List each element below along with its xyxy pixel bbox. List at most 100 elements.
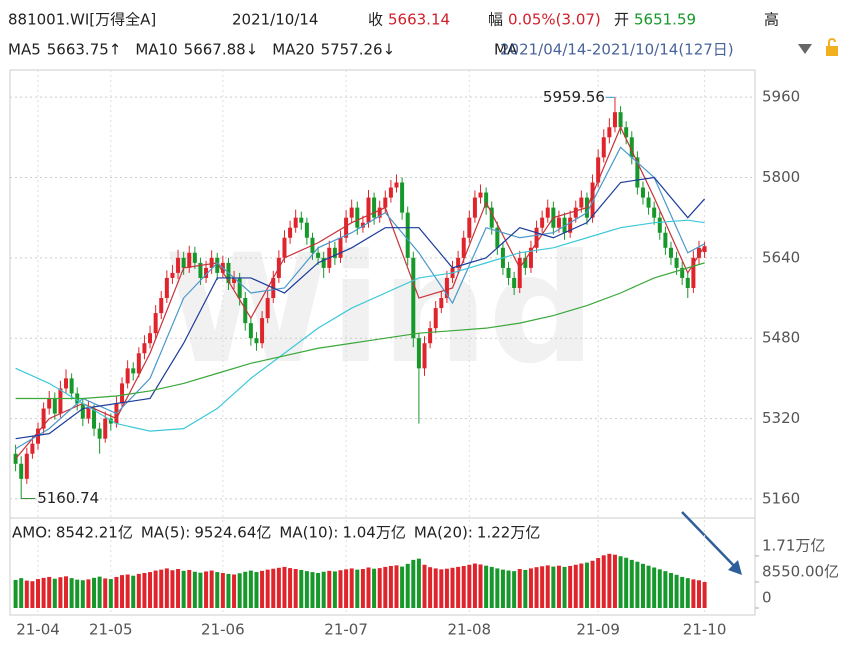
x-tick-label: 21-05: [89, 621, 133, 639]
candle-body: [304, 222, 309, 238]
ma-line: [15, 125, 706, 460]
volume-bar: [52, 578, 57, 608]
volume-bar: [30, 581, 35, 608]
candle-body: [142, 343, 147, 354]
volume-bar: [444, 568, 449, 608]
candle-body: [467, 217, 472, 238]
candle-body: [24, 453, 29, 479]
candle-body: [349, 207, 354, 218]
candle-body: [344, 217, 349, 238]
candle-body: [456, 257, 461, 268]
candle-body: [164, 277, 169, 299]
lock-body: [826, 46, 838, 56]
volume-bar: [400, 566, 405, 608]
volume-bar: [80, 580, 85, 608]
volume-bar: [338, 570, 343, 608]
candle-body: [506, 267, 511, 278]
candle-body: [360, 222, 365, 228]
candle-body: [439, 298, 444, 309]
code: 881001.WI[万得全A]: [8, 11, 156, 29]
x-tick-label: 21-04: [16, 621, 60, 639]
candle-body: [607, 127, 612, 138]
candle-body: [646, 197, 651, 208]
x-tick-label: 21-09: [576, 621, 620, 639]
candle-body: [433, 308, 438, 329]
candle-body: [484, 192, 489, 208]
ma-line: [15, 146, 705, 450]
x-tick-label: 21-10: [683, 621, 727, 639]
candle-body: [383, 197, 388, 208]
candle-body: [92, 408, 97, 429]
candle-body: [680, 267, 685, 278]
volume-bar: [685, 578, 690, 608]
candle-body: [187, 252, 192, 268]
candle-body: [400, 182, 405, 213]
volume-bar: [215, 572, 220, 608]
volume-bar: [405, 563, 410, 608]
candle-body: [495, 227, 500, 248]
candle-body: [153, 313, 158, 334]
candle-body: [52, 398, 57, 414]
candle-body: [192, 252, 197, 263]
candle-body: [691, 257, 696, 288]
volume-bar: [411, 559, 416, 608]
range: 2021/04/14-2021/10/14(127日): [500, 41, 734, 59]
x-tick-label: 21-06: [201, 621, 245, 639]
lock-icon[interactable]: [826, 38, 838, 56]
stat-name: MA(20):: [414, 524, 473, 542]
volume-bar: [248, 570, 253, 608]
candle-body: [254, 338, 259, 344]
candle-body: [478, 192, 483, 198]
volume-bar: [461, 565, 466, 608]
volume-bar: [674, 574, 679, 608]
y-tick-label: 5960: [762, 88, 800, 106]
volume-bar: [254, 572, 259, 608]
volume-bar: [573, 564, 578, 608]
volume-bar: [489, 566, 494, 608]
stat-value: 9524.64亿: [194, 524, 271, 542]
y-tick-label: 5640: [762, 248, 800, 266]
volume-bar: [192, 571, 197, 608]
volume-bar: [484, 565, 489, 608]
dropdown-arrow[interactable]: [798, 44, 812, 54]
candle-body: [523, 257, 528, 268]
candle-body: [30, 443, 35, 454]
candle-body: [232, 277, 237, 283]
candle-body: [388, 187, 393, 198]
volume-bar: [327, 570, 332, 608]
volume-bar: [64, 576, 69, 608]
volume-bar: [467, 564, 472, 608]
volume-bar: [691, 579, 696, 608]
volume-bar: [696, 580, 701, 608]
volume-bar: [635, 561, 640, 608]
candle-body: [590, 182, 595, 218]
volume-bar: [394, 565, 399, 608]
volume-bar: [310, 572, 315, 608]
volume-bar: [540, 566, 545, 608]
volume-bar: [288, 568, 293, 608]
volume-bar: [304, 571, 309, 608]
y-tick-label: 8550.00亿: [762, 562, 839, 580]
volume-bar: [495, 568, 500, 608]
volume-bar: [299, 569, 304, 608]
candle-body: [181, 257, 186, 268]
volume-bar: [181, 570, 186, 608]
volume-bar: [321, 571, 326, 608]
candle-body: [472, 197, 477, 218]
volume-bar: [596, 558, 601, 608]
volume-bar: [97, 576, 102, 608]
candle-body: [663, 232, 668, 248]
high-label: 5959.56: [543, 88, 605, 106]
legend-value: 5663.75↑: [47, 41, 122, 59]
volume-bar: [237, 573, 242, 608]
volume-bar: [568, 565, 573, 608]
volume-bar: [209, 570, 214, 608]
frame: [9, 69, 756, 616]
volume-bar: [590, 560, 595, 608]
stat-name: MA(5):: [141, 524, 191, 542]
candle-body: [332, 247, 337, 258]
range-prefix: MA: [494, 41, 518, 59]
candle-body: [579, 197, 584, 208]
